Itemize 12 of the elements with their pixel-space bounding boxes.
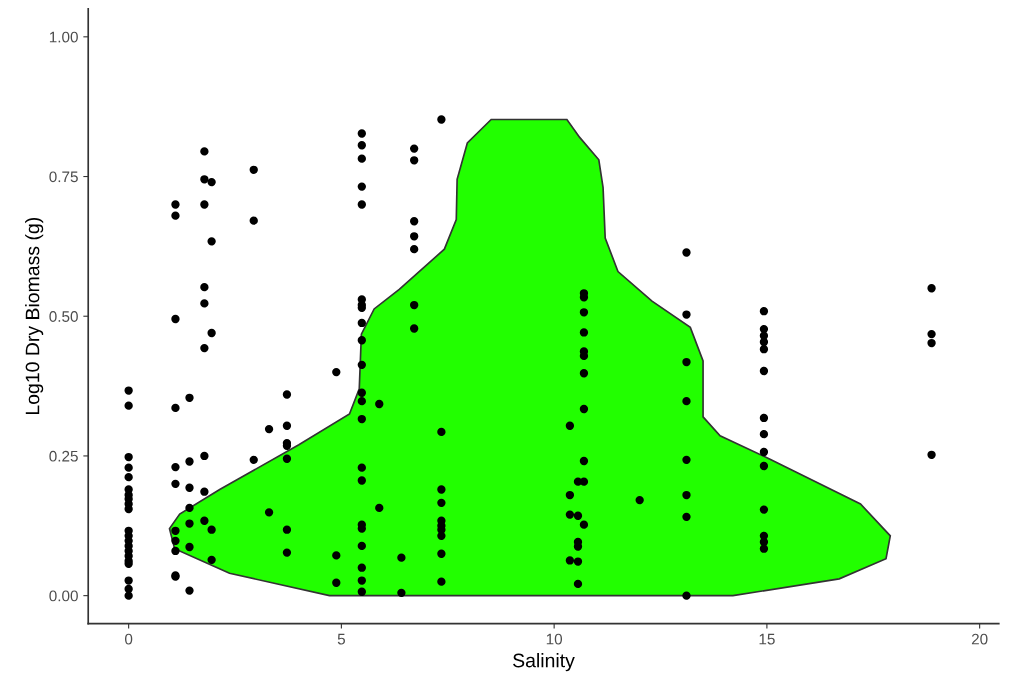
y-tick-label: 0.00 xyxy=(49,590,78,602)
y-tick-label: 0.50 xyxy=(49,311,78,322)
x-tick-label: 0 xyxy=(124,633,133,645)
x-tick-label: 10 xyxy=(546,633,563,645)
y-tick-label: 0.25 xyxy=(49,450,78,462)
x-tick-label: 20 xyxy=(971,633,988,645)
y-axis-title: Log10 Dry Biomass (g) xyxy=(25,218,44,415)
x-tick-label: 15 xyxy=(759,633,775,645)
y-tick-label: 1.00 xyxy=(49,31,78,43)
y-tick-label: 0.75 xyxy=(49,171,78,183)
x-tick-label: 5 xyxy=(337,633,345,645)
x-axis-title: Salinity xyxy=(513,653,575,672)
